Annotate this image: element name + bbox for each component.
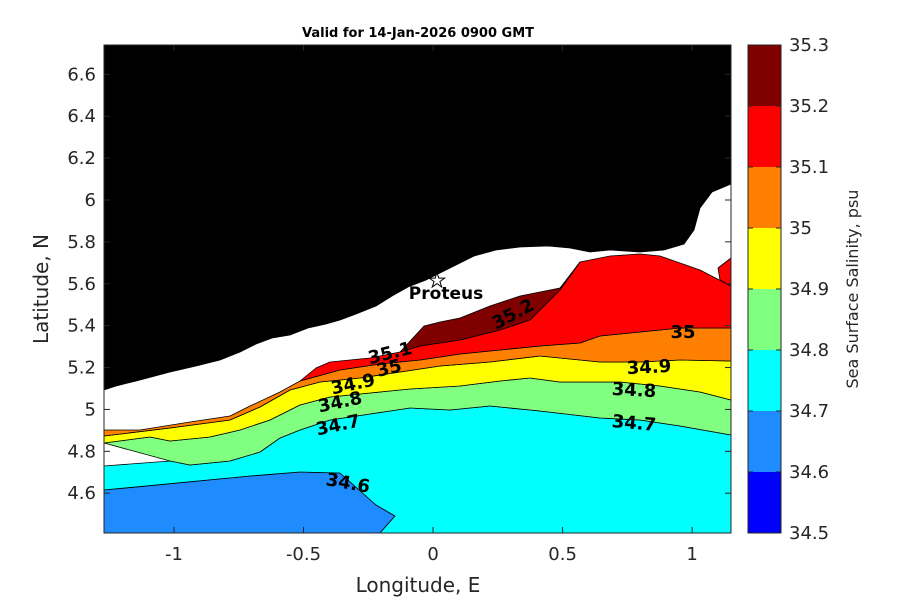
x-axis-label: Longitude, E: [356, 573, 481, 597]
y-axis-label: Latitude, N: [29, 234, 53, 344]
band-35-2-35-3: [399, 261, 581, 353]
colorbar-tick-label: 34.9: [789, 279, 829, 300]
y-tick-label: 6.2: [67, 148, 96, 169]
contour-label-34-7-east: 34.7: [611, 411, 657, 436]
contour-label-34-9-east: 34.9: [626, 356, 671, 379]
land-mass: [103, 44, 732, 391]
x-tick-label: 0.5: [548, 544, 577, 565]
y-tick-label: 5.6: [67, 274, 96, 295]
colorbar: 34.5 34.6 34.7 34.8 34.9 35 35.1 35.2 35.3: [747, 35, 829, 544]
colorbar-segment: [748, 289, 781, 350]
colorbar-segment: [748, 350, 781, 411]
colorbar-segment: [748, 228, 781, 289]
x-tick-label: -1: [165, 544, 183, 565]
colorbar-segment: [748, 167, 781, 228]
y-tick-label: 5.8: [67, 232, 96, 253]
y-tick-label: 4.8: [67, 441, 96, 462]
y-tick-label: 6.4: [67, 106, 96, 127]
x-axis: -1 -0.5 0 0.5 1: [165, 45, 698, 565]
colorbar-tick-label: 35: [789, 218, 812, 239]
contour-label-35-0-east: 35: [670, 322, 695, 343]
colorbar-segment: [748, 106, 781, 167]
y-tick-label: 5: [85, 399, 96, 420]
plot-frame: [103, 44, 732, 534]
x-tick-label: 0: [427, 544, 438, 565]
colorbar-tick-label: 35.1: [789, 157, 829, 178]
y-tick-label: 6.6: [67, 64, 96, 85]
colorbar-tick-label: 34.8: [789, 340, 829, 361]
salinity-bands: [103, 253, 732, 534]
colorbar-segment: [748, 472, 781, 533]
station-proteus: ★ Proteus: [409, 268, 483, 305]
colorbar-segment: [748, 45, 781, 106]
station-label: Proteus: [409, 284, 483, 304]
colorbar-tick-label: 35.2: [789, 96, 829, 117]
colorbar-tick-label: 34.6: [789, 462, 829, 483]
y-tick-label: 4.6: [67, 483, 96, 504]
contour-label-34-8-east: 34.8: [611, 379, 656, 402]
colorbar-segment: [748, 411, 781, 472]
x-tick-label: -0.5: [286, 544, 321, 565]
chart-title: Valid for 14-Jan-2026 0900 GMT: [302, 26, 534, 41]
station-star-icon: ★: [428, 268, 446, 292]
y-tick-label: 6: [85, 190, 96, 211]
y-tick-label: 5.4: [67, 316, 96, 337]
colorbar-tick-label: 34.7: [789, 401, 829, 422]
colorbar-tick-label: 34.5: [789, 523, 829, 544]
y-tick-label: 5.2: [67, 358, 96, 379]
colorbar-label: Sea Surface Salinity, psu: [843, 190, 862, 389]
x-tick-label: 1: [686, 544, 697, 565]
colorbar-tick-label: 35.3: [789, 35, 829, 56]
y-axis: 4.6 4.8 5 5.2 5.4 5.6 5.8 6 6.2 6.4 6.6: [67, 64, 731, 504]
plot-area: ★ Proteus 34.6 34.7 34.8 34.9 35 35.1 35…: [103, 44, 732, 534]
